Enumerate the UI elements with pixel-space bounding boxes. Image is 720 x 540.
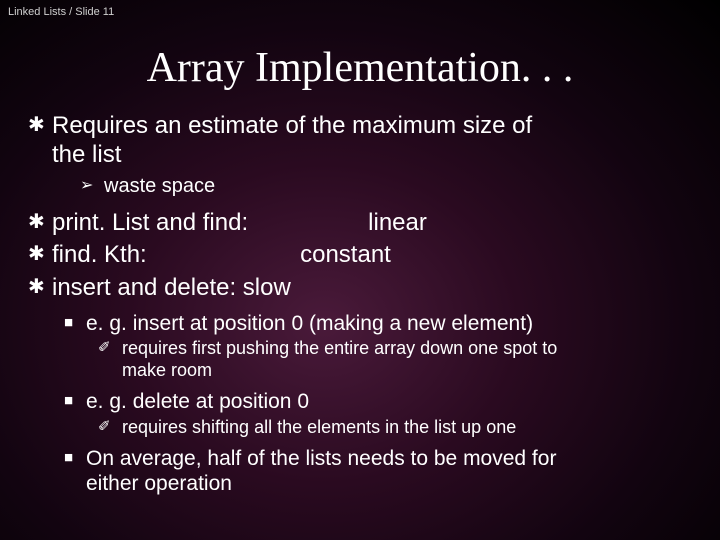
square-icon: ■	[64, 446, 86, 470]
bullet-text: insert and delete: slow	[52, 274, 700, 303]
slide-body: ✱ Requires an estimate of the maximum si…	[0, 112, 720, 497]
square-icon: ■	[64, 389, 86, 413]
bullet-insertdelete: ✱ insert and delete: slow	[28, 274, 700, 303]
subsub-text: requires first pushing the entire array …	[122, 338, 557, 358]
bullet-text-left: find. Kth:	[52, 241, 147, 268]
star-icon: ✱	[28, 274, 52, 301]
bullet-printlist: ✱ print. List and find: linear	[28, 209, 700, 238]
star-icon: ✱	[28, 112, 52, 139]
subbullet-text: e. g. delete at position 0	[86, 389, 700, 414]
bullet-text-left: print. List and find:	[52, 209, 248, 236]
bullet-text: Requires an estimate of the maximum size…	[52, 112, 532, 139]
subbullet-text: On average, half of the lists needs to b…	[86, 447, 556, 470]
slide-header: Linked Lists / Slide 11	[0, 0, 720, 18]
star-icon: ✱	[28, 209, 52, 236]
folder-icon: ✐	[98, 417, 122, 437]
subbullet-average: ■ On average, half of the lists needs to…	[28, 446, 700, 496]
slide-title: Array Implementation. . .	[0, 44, 720, 92]
subbullet-text-cont: either operation	[86, 472, 232, 495]
subsub-push: ✐ requires first pushing the entire arra…	[28, 338, 700, 381]
subbullet-waste: ➢ waste space	[28, 174, 700, 199]
bullet-requires: ✱ Requires an estimate of the maximum si…	[28, 112, 700, 170]
gap	[248, 209, 368, 236]
subsub-shift: ✐ requires shifting all the elements in …	[28, 417, 700, 439]
folder-icon: ✐	[98, 338, 122, 358]
subbullet-insert0: ■ e. g. insert at position 0 (making a n…	[28, 311, 700, 336]
subbullet-delete0: ■ e. g. delete at position 0	[28, 389, 700, 414]
bullet-text-cont: the list	[52, 141, 121, 168]
subsub-text: requires shifting all the elements in th…	[122, 417, 700, 439]
star-icon: ✱	[28, 241, 52, 268]
square-icon: ■	[64, 311, 86, 335]
subbullet-text: waste space	[104, 174, 700, 199]
gap	[147, 241, 300, 268]
bullet-text-right: constant	[300, 241, 391, 268]
subsub-text-cont: make room	[122, 360, 212, 380]
bullet-text-right: linear	[368, 209, 427, 236]
arrow-icon: ➢	[80, 174, 104, 197]
bullet-findkth: ✱ find. Kth: constant	[28, 241, 700, 270]
subbullet-text: e. g. insert at position 0 (making a new…	[86, 311, 700, 336]
